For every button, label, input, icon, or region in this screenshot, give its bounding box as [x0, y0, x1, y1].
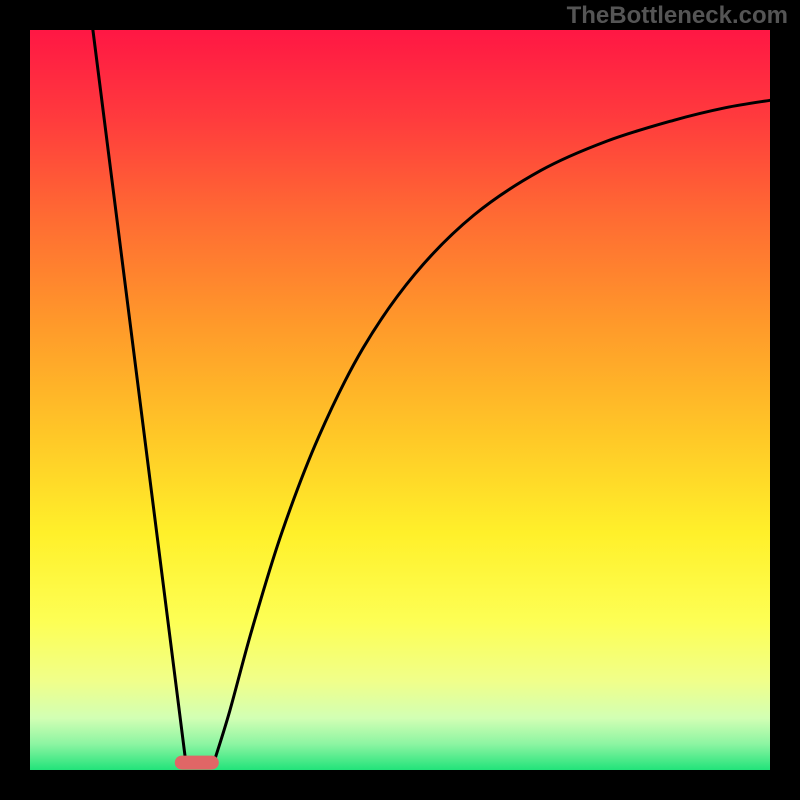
curve-right	[215, 100, 770, 759]
chart-frame: TheBottleneck.com	[0, 0, 800, 800]
plot-area	[30, 30, 770, 770]
curve-layer	[30, 30, 770, 770]
optimum-marker	[174, 755, 218, 770]
curve-left	[93, 30, 185, 759]
watermark-text: TheBottleneck.com	[567, 2, 788, 30]
